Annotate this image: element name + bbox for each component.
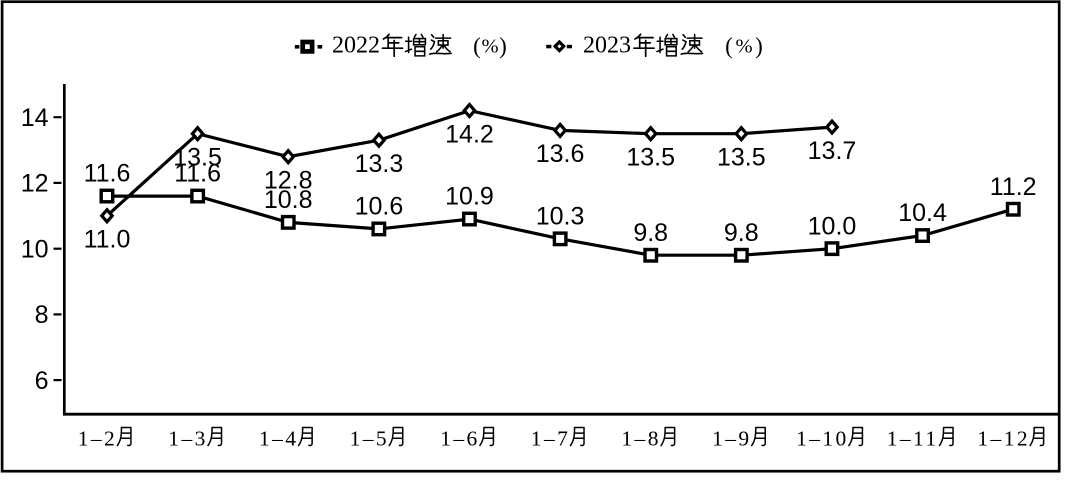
svg-text:13.7: 13.7 bbox=[808, 137, 857, 165]
svg-text:13.3: 13.3 bbox=[355, 150, 404, 178]
svg-text:10.9: 10.9 bbox=[445, 183, 494, 211]
svg-text:10.8: 10.8 bbox=[264, 186, 313, 214]
svg-text:13.5: 13.5 bbox=[626, 144, 675, 172]
svg-text:10: 10 bbox=[21, 235, 49, 263]
svg-text:1–7: 1–7 bbox=[531, 427, 570, 451]
svg-text:14.2: 14.2 bbox=[445, 120, 494, 148]
svg-text:(: ( bbox=[473, 34, 481, 59]
svg-text:%: % bbox=[481, 36, 498, 58]
svg-text:13.5: 13.5 bbox=[717, 144, 766, 172]
svg-text:1–9: 1–9 bbox=[712, 427, 751, 451]
svg-text:1–12: 1–12 bbox=[977, 427, 1030, 451]
svg-text:13.6: 13.6 bbox=[536, 140, 585, 168]
svg-text:1–2: 1–2 bbox=[78, 427, 117, 451]
svg-text:12.8: 12.8 bbox=[264, 167, 313, 195]
svg-text:2023: 2023 bbox=[583, 33, 631, 59]
svg-text:11.0: 11.0 bbox=[84, 226, 131, 254]
svg-text:1–10: 1–10 bbox=[796, 427, 849, 451]
svg-text:%: % bbox=[735, 36, 752, 58]
svg-text:11.6: 11.6 bbox=[174, 160, 221, 188]
svg-text:11.2: 11.2 bbox=[990, 173, 1037, 201]
svg-text:12: 12 bbox=[21, 170, 49, 198]
svg-text:8: 8 bbox=[35, 301, 49, 329]
svg-text:10.4: 10.4 bbox=[898, 199, 947, 227]
svg-text:1–11: 1–11 bbox=[887, 427, 939, 451]
svg-text:1–3: 1–3 bbox=[168, 427, 207, 451]
svg-text:9.8: 9.8 bbox=[633, 219, 668, 247]
svg-text:10.3: 10.3 bbox=[536, 202, 585, 230]
svg-text:): ) bbox=[755, 34, 763, 59]
svg-text:1–5: 1–5 bbox=[350, 427, 389, 451]
svg-text:13.5: 13.5 bbox=[173, 144, 222, 172]
svg-text:10.0: 10.0 bbox=[808, 212, 857, 240]
svg-text:11.6: 11.6 bbox=[84, 160, 131, 188]
svg-text:10.6: 10.6 bbox=[355, 193, 404, 221]
svg-text:2022: 2022 bbox=[332, 33, 380, 59]
svg-text:): ) bbox=[499, 34, 507, 59]
svg-text:(: ( bbox=[725, 34, 733, 59]
svg-text:9.8: 9.8 bbox=[724, 219, 759, 247]
svg-text:1–8: 1–8 bbox=[621, 427, 660, 451]
svg-text:14: 14 bbox=[21, 104, 49, 132]
svg-text:1–4: 1–4 bbox=[259, 427, 298, 451]
svg-text:1–6: 1–6 bbox=[440, 427, 479, 451]
svg-text:6: 6 bbox=[35, 367, 49, 395]
